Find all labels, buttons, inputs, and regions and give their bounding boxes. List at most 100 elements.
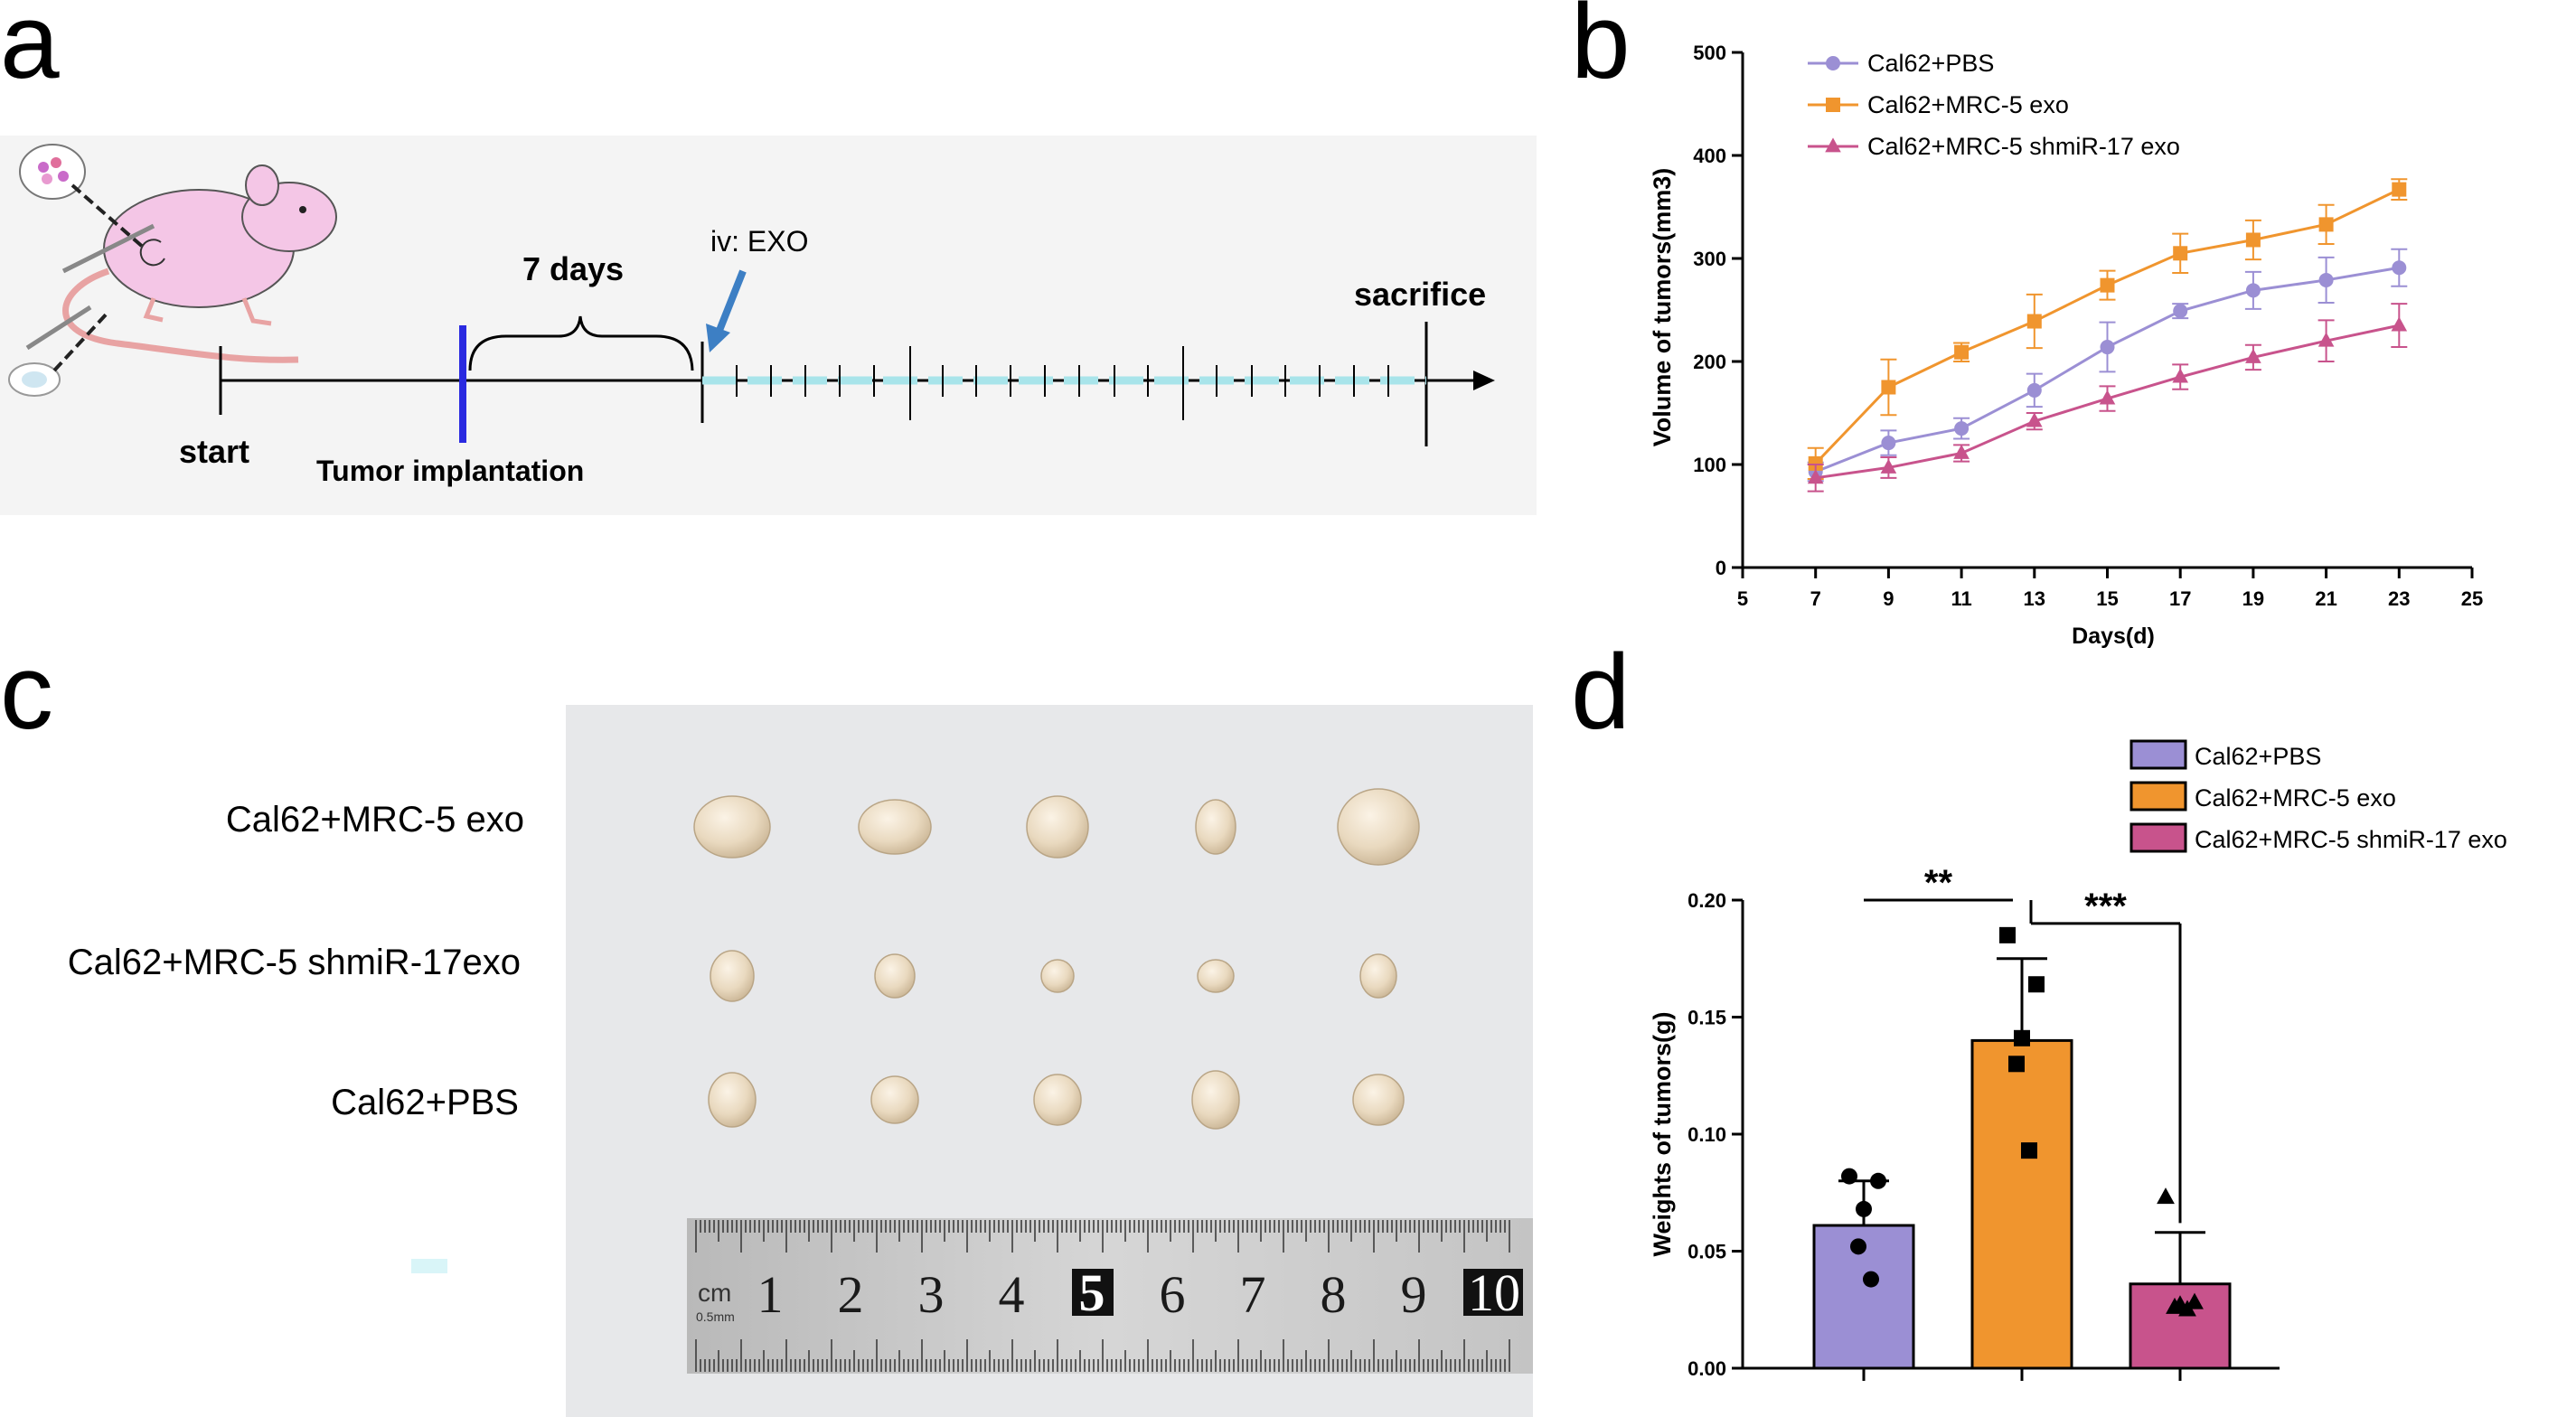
treatment-ticks <box>736 346 1389 420</box>
ruler-number: 4 <box>999 1265 1025 1324</box>
chart-d-y-tick-label: 0.00 <box>1688 1357 1726 1380</box>
legend-label: Cal62+MRC-5 shmiR-17 exo <box>1867 133 2180 160</box>
implant-label: Tumor implantation <box>316 455 584 487</box>
panel-a-timeline: start Tumor implantation 7 days iv: EXO … <box>0 136 1537 515</box>
sacrifice-label: sacrifice <box>1354 276 1486 313</box>
legend-marker <box>1826 56 1840 70</box>
ruler-number: 10 <box>1468 1263 1520 1322</box>
data-point <box>2100 340 2115 355</box>
start-label: start <box>179 433 249 470</box>
legend-marker <box>1825 137 1841 153</box>
ruler-highlight <box>1072 1269 1114 1316</box>
data-point <box>1954 421 1970 436</box>
data-point <box>2245 232 2261 248</box>
bar-data-point <box>2021 1142 2037 1159</box>
legend-swatch <box>2129 739 2187 770</box>
chart-b-x-tick-label: 15 <box>2096 587 2118 610</box>
chart-b-x-ticks: 5 7 9 11 13 15 17 19 21 23 25 <box>1737 568 2483 610</box>
data-point <box>1881 436 1896 451</box>
chart-b-xlabel: Days(d) <box>2072 624 2155 649</box>
row-label-pbs: Cal62+PBS <box>331 1083 519 1122</box>
bar-data-point <box>1870 1172 1886 1189</box>
chart-b-y-tick-label: 500 <box>1693 42 1726 64</box>
tumor-specimen <box>1026 795 1089 859</box>
data-point <box>2026 382 2042 398</box>
data-point <box>1880 458 1897 474</box>
ruler-highlight <box>1463 1269 1523 1316</box>
data-point <box>1808 455 1823 471</box>
tumor-specimen <box>710 950 755 1002</box>
panel-c-photo: Cal62+MRC-5 exo Cal62+MRC-5 shmiR-17exo … <box>68 705 1533 1417</box>
data-point <box>2392 182 2407 197</box>
data-point <box>2245 283 2261 298</box>
ruler-number: 5 <box>1079 1263 1105 1322</box>
mouse-icon <box>8 144 337 397</box>
data-point <box>2026 314 2042 329</box>
data-point <box>2026 412 2043 427</box>
tumor-specimen <box>874 953 916 999</box>
chart-b-x-tick-label: 25 <box>2461 587 2483 610</box>
chart-d-significance: ***** <box>1864 863 2182 1224</box>
legend-label: Cal62+PBS <box>1867 50 1994 77</box>
injection-arrow <box>715 269 747 334</box>
chart-b-x-tick-label: 11 <box>1951 587 1971 610</box>
chart-b-y-tick-label: 200 <box>1693 351 1726 373</box>
photo-artifact <box>411 1259 447 1273</box>
data-point <box>2317 332 2335 347</box>
ruler-number: 2 <box>838 1265 864 1324</box>
tumor-specimen <box>708 1072 757 1128</box>
bar-data-point <box>2028 976 2045 993</box>
bar-data-point <box>2166 1297 2184 1314</box>
ruler-sub-label: 0.5mm <box>696 1309 735 1324</box>
injection-label: iv: EXO <box>710 225 808 258</box>
tumor-specimen <box>1337 788 1420 866</box>
data-point <box>2392 260 2407 276</box>
bar-data-point <box>1999 926 2016 943</box>
row-label-mrc5: Cal62+MRC-5 exo <box>226 800 524 840</box>
legend-label: Cal62+MRC-5 exo <box>1867 91 2069 118</box>
tumor-specimen <box>858 799 932 855</box>
data-point <box>2172 368 2188 383</box>
data-point <box>2099 389 2116 405</box>
data-point <box>2173 246 2188 261</box>
tumor-specimen <box>1033 1074 1082 1126</box>
ruler-ticks <box>695 1220 1510 1372</box>
bar-data-point <box>1850 1238 1866 1255</box>
data-point <box>2318 217 2334 232</box>
tumor-specimen <box>1359 953 1397 999</box>
chart-b-ylabel: Volume of tumors(mm3) <box>1649 168 1676 447</box>
chart-d-y-tick-label: 0.20 <box>1688 889 1726 912</box>
chart-b-x-tick-label: 23 <box>2388 587 2410 610</box>
bar-data-point <box>1841 1168 1857 1185</box>
panel-b-line-chart: 0 100 200 300 400 500 5 7 9 11 13 15 17 19 21 23 25 Vol… <box>1649 42 2483 649</box>
tumor-specimen <box>1352 1074 1405 1126</box>
data-point <box>2173 304 2188 319</box>
legend-label: Cal62+MRC-5 shmiR-17 exo <box>2195 826 2507 853</box>
chart-d-y-tick-label: 0.10 <box>1688 1123 1726 1146</box>
legend-label: Cal62+PBS <box>2195 743 2321 770</box>
ruler-number: 3 <box>918 1265 945 1324</box>
legend-swatch <box>2129 781 2187 812</box>
bar-data-point <box>2008 1056 2025 1073</box>
chart-b-series <box>1807 178 2408 493</box>
chart-b-x-tick-label: 5 <box>1737 587 1748 610</box>
tumor-specimen <box>870 1075 919 1124</box>
chart-d-y-ticks: 0.00 0.05 0.10 0.15 0.20 <box>1688 889 1743 1380</box>
ruler-unit: cm <box>698 1279 731 1307</box>
chart-b-x-tick-label: 19 <box>2242 587 2264 610</box>
panel-letter-b: b <box>1571 0 1631 101</box>
chart-b-y-tick-label: 400 <box>1693 145 1726 167</box>
data-point <box>2318 272 2334 287</box>
bar-data-point <box>2178 1300 2196 1317</box>
panel-d-bar-chart: 0.000.050.100.150.20 ***** Weights of tu… <box>1649 739 2507 1381</box>
panel-letter-c: c <box>0 633 53 752</box>
data-point <box>1881 380 1896 395</box>
bar-data-point <box>1863 1271 1879 1288</box>
tumor-grid <box>693 788 1420 1130</box>
bar-data-point <box>2157 1187 2175 1205</box>
bar-data-point <box>2014 1029 2030 1046</box>
chart-d-y-tick-label: 0.15 <box>1688 1007 1726 1029</box>
ruler-number: 6 <box>1160 1265 1186 1324</box>
data-point <box>2391 316 2408 332</box>
bar-data-point <box>1856 1200 1872 1217</box>
